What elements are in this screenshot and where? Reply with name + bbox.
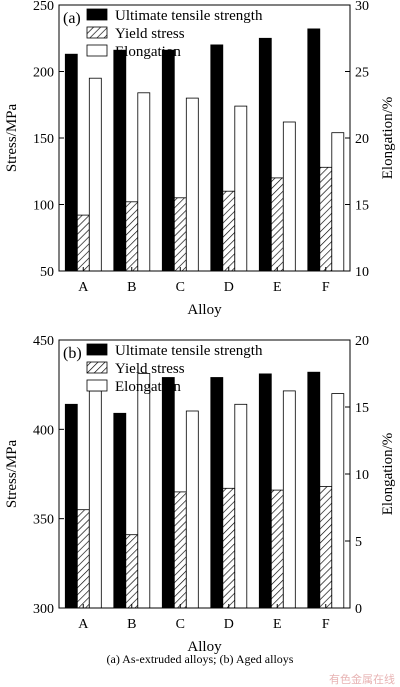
bar-solid-C — [161, 377, 175, 609]
x-tick-label: F — [322, 280, 330, 295]
y-tick-label: 450 — [33, 334, 54, 349]
legend-label: Yield stress — [115, 361, 185, 377]
bar-open-E — [282, 121, 296, 272]
y-axis-label: Stress/MPa — [4, 439, 20, 508]
y-tick-label: 50 — [40, 265, 54, 280]
y2-tick-label: 25 — [355, 66, 369, 81]
y-tick-label: 250 — [33, 0, 54, 14]
bar-solid-E — [258, 37, 272, 272]
bar-open-A — [88, 390, 102, 609]
bar-open-F — [331, 393, 345, 609]
bar-open-C — [185, 97, 199, 272]
panel-label: (b) — [63, 345, 82, 362]
bar-hatched-D — [222, 190, 236, 272]
legend-swatch-open — [86, 379, 108, 392]
y2-tick-label: 15 — [355, 401, 369, 416]
bar-hatched-B — [125, 201, 139, 272]
y2-tick-label: 10 — [355, 468, 369, 483]
y-tick-label: 300 — [33, 602, 54, 617]
x-axis-label: Alloy — [187, 639, 222, 655]
y-axis-label: Stress/MPa — [4, 103, 20, 172]
watermark: 有色金属在线 — [329, 672, 395, 686]
legend-swatch-solid — [86, 8, 108, 21]
x-tick-label: B — [127, 280, 136, 295]
figure-caption: (a) As-extruded alloys; (b) Aged alloys — [107, 652, 294, 666]
y-tick-label: 150 — [33, 132, 54, 147]
bar-solid-D — [210, 44, 224, 272]
x-tick-label: F — [322, 617, 330, 632]
y-tick-label: 100 — [33, 199, 54, 214]
bar-hatched-E — [270, 489, 284, 609]
legend-swatch-hatched — [86, 361, 108, 374]
y-tick-label: 350 — [33, 513, 54, 528]
bar-solid-B — [113, 412, 127, 609]
y2-tick-label: 20 — [355, 334, 369, 349]
legend-label: Elongation — [115, 379, 181, 395]
bar-open-F — [331, 132, 345, 272]
bar-open-E — [282, 390, 296, 609]
bar-hatched-D — [222, 487, 236, 609]
x-axis-label: Alloy — [187, 302, 222, 318]
x-tick-label: A — [78, 280, 89, 295]
y2-axis-label: Elongation/% — [380, 97, 396, 180]
bar-solid-F — [307, 371, 321, 609]
bar-solid-B — [113, 49, 127, 272]
bar-hatched-F — [319, 166, 333, 272]
bar-hatched-E — [270, 177, 284, 272]
bar-open-B — [137, 373, 151, 609]
panel-label: (a) — [63, 10, 81, 27]
y2-tick-label: 0 — [355, 602, 362, 617]
legend-swatch-hatched — [86, 26, 108, 39]
y2-axis-label: Elongation/% — [380, 433, 396, 516]
bar-solid-E — [258, 373, 272, 609]
bar-open-D — [234, 403, 248, 609]
bar-solid-A — [64, 403, 78, 609]
x-tick-label: C — [176, 617, 185, 632]
y-tick-label: 200 — [33, 66, 54, 81]
chart-panel-b: A B C D E F 300 350 400 450 0 5 10 15 20 Stress/MPa Elon… — [4, 334, 396, 655]
legend-label: Ultimate tensile strength — [115, 343, 263, 359]
bar-solid-A — [64, 53, 78, 272]
bar-solid-C — [161, 49, 175, 272]
legend-label: Elongation — [115, 44, 181, 60]
x-tick-label: A — [78, 617, 89, 632]
y2-tick-label: 15 — [355, 199, 369, 214]
bar-hatched-B — [125, 534, 139, 609]
y2-tick-label: 10 — [355, 265, 369, 280]
bar-solid-F — [307, 28, 321, 272]
bar-hatched-A — [76, 214, 90, 272]
bar-hatched-C — [173, 491, 187, 609]
x-tick-label: D — [224, 617, 234, 632]
bar-open-C — [185, 410, 199, 609]
bar-open-D — [234, 105, 248, 272]
x-tick-label: B — [127, 617, 136, 632]
y2-tick-label: 30 — [355, 0, 369, 14]
x-tick-label: E — [273, 280, 282, 295]
bar-hatched-A — [76, 509, 90, 609]
legend-swatch-open — [86, 44, 108, 57]
legend-swatch-solid — [86, 343, 108, 356]
x-tick-label: E — [273, 617, 282, 632]
legend-label: Yield stress — [115, 26, 185, 42]
y2-tick-label: 20 — [355, 132, 369, 147]
y-tick-label: 400 — [33, 423, 54, 438]
bar-hatched-C — [173, 197, 187, 272]
legend-label: Ultimate tensile strength — [115, 8, 263, 24]
x-tick-label: D — [224, 280, 234, 295]
chart-panel-a: A B C D E F 50 100 150 200 250 10 15 20 25 30 Stress/MPa… — [4, 0, 396, 318]
bar-open-A — [88, 77, 102, 272]
y2-tick-label: 5 — [355, 535, 362, 550]
bar-hatched-F — [319, 486, 333, 609]
bar-solid-D — [210, 377, 224, 609]
x-tick-label: C — [176, 280, 185, 295]
bar-open-B — [137, 92, 151, 272]
